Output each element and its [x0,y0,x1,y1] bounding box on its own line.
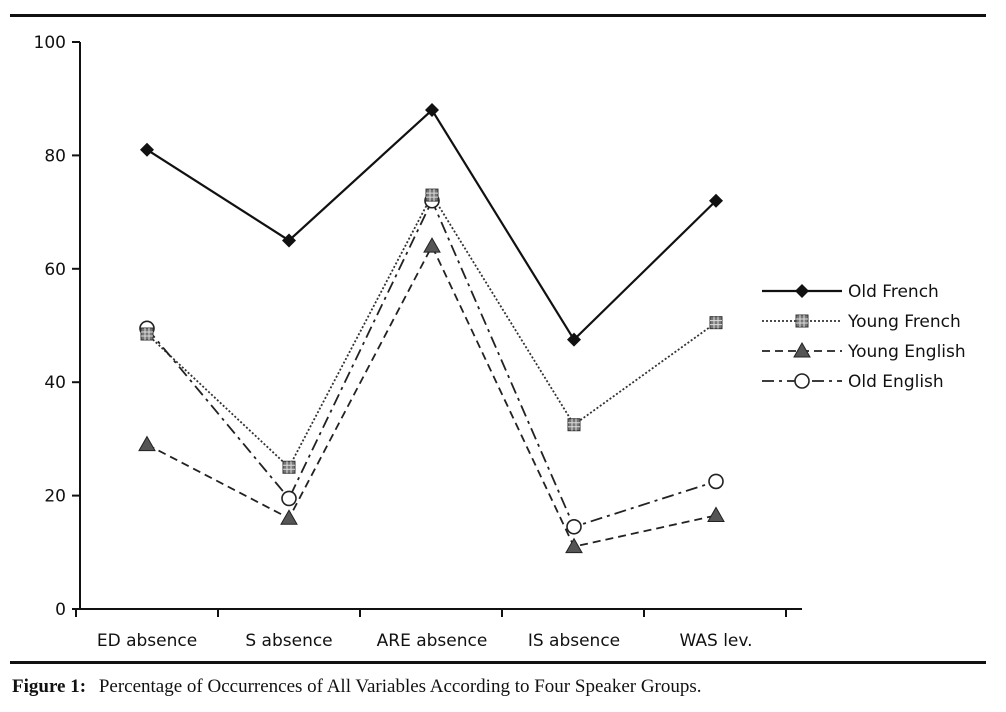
legend-label: Old English [848,372,944,392]
series-markers [138,103,725,554]
y-tick-label: 100 [34,33,66,53]
data-point-old-french [282,233,296,248]
data-point-young-french [709,316,723,330]
legend-marker [794,373,810,389]
x-tick-label: ED absence [97,631,197,651]
series-lines [146,108,717,548]
series-line-old-french [146,108,717,342]
line-chart: 0 20 40 60 80 100 ED absence S absence ARE absen… [34,33,966,651]
data-point-young-english [138,435,156,452]
data-point-old-french [140,142,154,157]
figure-caption: Figure 1: Percentage of Occurrences of A… [12,676,992,698]
data-point-old-english [281,490,297,507]
data-point-young-english [280,509,298,525]
bottom-rule [10,661,986,664]
y-tick-label: 40 [44,373,66,393]
caption-label: Figure 1: [12,676,87,697]
legend-marker [793,341,811,358]
data-point-young-french [567,418,581,432]
legend-label: Young French [847,312,961,332]
top-rule [10,14,986,17]
y-tick-label: 60 [44,260,66,280]
y-tick-label: 0 [55,600,66,620]
series-line-young-french [146,193,717,469]
data-point-young-english [707,506,725,522]
legend-label: Young English [847,342,966,362]
legend-label: Old French [848,282,939,302]
data-point-young-french [282,460,296,474]
data-point-old-french [567,332,581,347]
series-line-young-english [146,244,717,548]
data-point-young-french [425,188,439,202]
y-tick-label: 20 [44,487,66,507]
data-point-old-english [566,518,582,535]
x-tick-label: ARE absence [377,631,488,651]
caption-text: Percentage of Occurrences of All Variabl… [98,676,702,697]
axes: 0 20 40 60 80 100 ED absence S absence ARE absen… [34,33,802,651]
data-point-old-french [709,193,723,208]
y-tick-label: 80 [44,146,66,166]
x-tick-label: WAS lev. [679,631,752,651]
data-point-young-french [140,327,154,341]
x-tick-label: IS absence [528,631,620,651]
legend-marker [795,284,809,298]
data-point-young-english [423,237,441,253]
data-point-old-english [708,473,724,490]
legend: Old French Young French Young English Old E… [762,282,966,392]
x-tick-label: S absence [245,631,332,651]
data-point-young-english [565,537,583,554]
legend-marker [795,314,809,328]
data-point-old-french [425,103,439,118]
